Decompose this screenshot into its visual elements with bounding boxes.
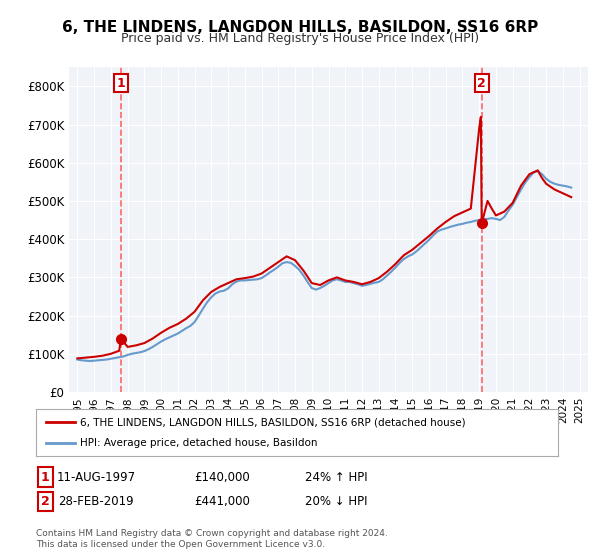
Text: 20% ↓ HPI: 20% ↓ HPI bbox=[305, 494, 367, 508]
Text: 6, THE LINDENS, LANGDON HILLS, BASILDON, SS16 6RP (detached house): 6, THE LINDENS, LANGDON HILLS, BASILDON,… bbox=[80, 417, 466, 427]
Text: 24% ↑ HPI: 24% ↑ HPI bbox=[305, 470, 367, 484]
Text: £140,000: £140,000 bbox=[194, 470, 250, 484]
Text: 2: 2 bbox=[41, 494, 49, 508]
Text: 28-FEB-2019: 28-FEB-2019 bbox=[58, 494, 134, 508]
Text: 11-AUG-1997: 11-AUG-1997 bbox=[56, 470, 136, 484]
Text: £441,000: £441,000 bbox=[194, 494, 250, 508]
Text: HPI: Average price, detached house, Basildon: HPI: Average price, detached house, Basi… bbox=[80, 438, 318, 448]
Text: Contains HM Land Registry data © Crown copyright and database right 2024.
This d: Contains HM Land Registry data © Crown c… bbox=[36, 529, 388, 549]
Text: Price paid vs. HM Land Registry's House Price Index (HPI): Price paid vs. HM Land Registry's House … bbox=[121, 32, 479, 45]
Text: 2: 2 bbox=[478, 77, 486, 90]
Text: 1: 1 bbox=[41, 470, 49, 484]
Text: 1: 1 bbox=[116, 77, 125, 90]
Text: 6, THE LINDENS, LANGDON HILLS, BASILDON, SS16 6RP: 6, THE LINDENS, LANGDON HILLS, BASILDON,… bbox=[62, 20, 538, 35]
